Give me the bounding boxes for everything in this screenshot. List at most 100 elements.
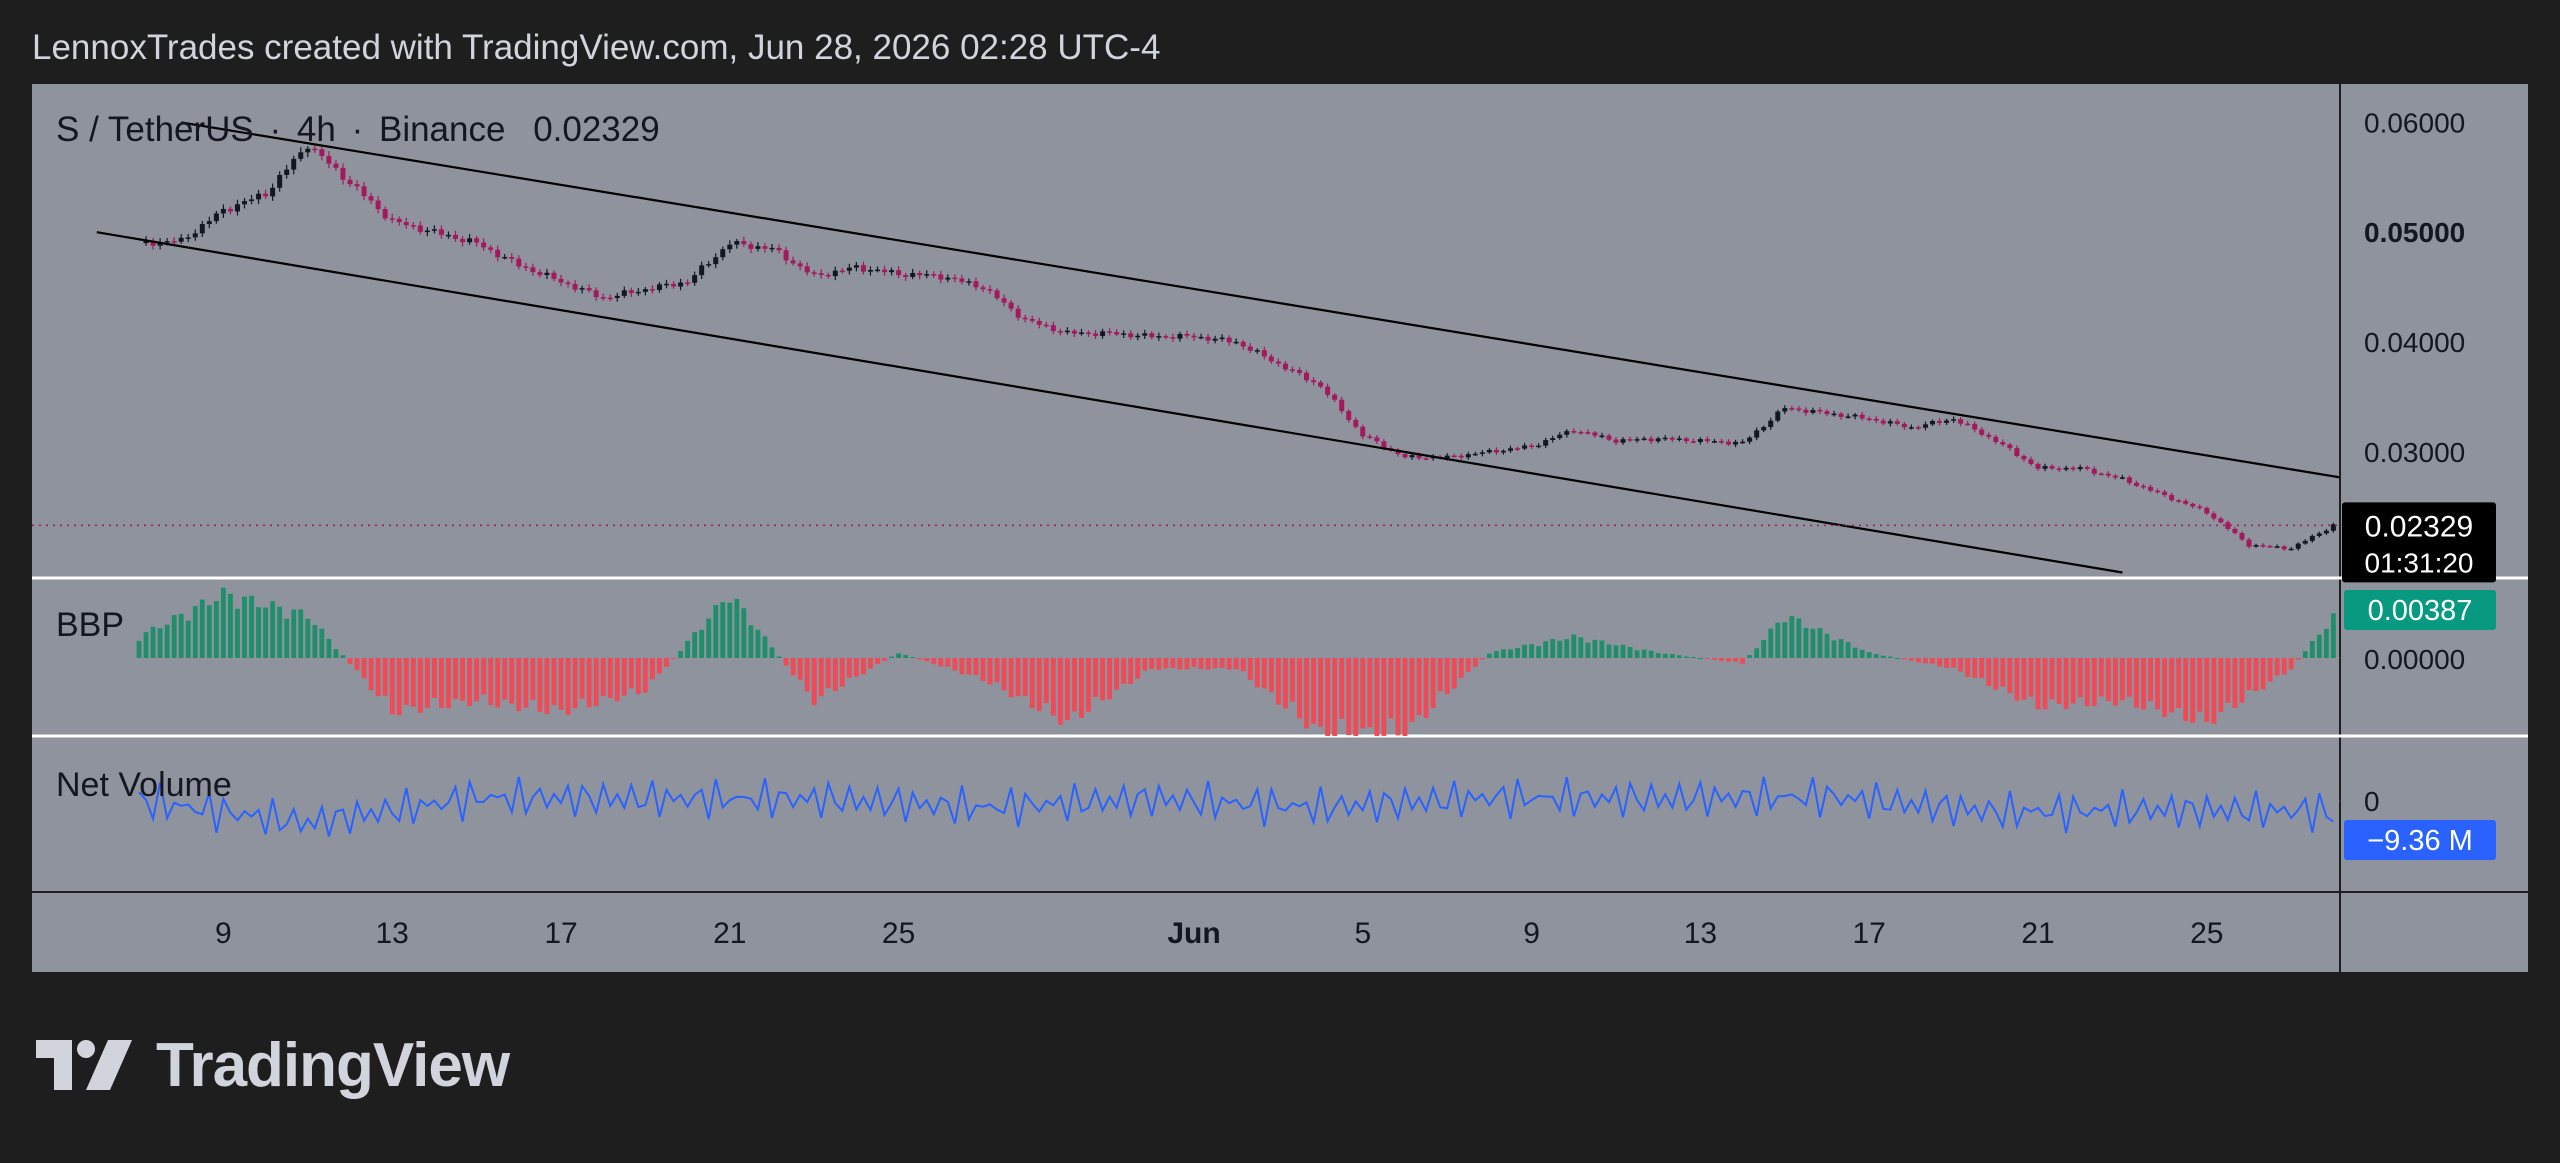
price-candle[interactable] [1894, 418, 1900, 426]
price-candle[interactable] [1972, 421, 1978, 433]
price-candle[interactable] [1226, 335, 1232, 346]
price-candle[interactable] [1845, 413, 1851, 419]
price-candle[interactable] [720, 246, 726, 261]
price-candle[interactable] [1247, 343, 1253, 354]
net-volume-value-label[interactable] [2344, 820, 2496, 860]
price-candle[interactable] [671, 281, 677, 289]
price-candle[interactable] [1515, 446, 1521, 452]
price-candle[interactable] [664, 279, 669, 289]
price-candle[interactable] [621, 286, 627, 299]
price-candle[interactable] [832, 266, 838, 281]
price-candle[interactable] [1578, 430, 1584, 435]
price-candle[interactable] [431, 225, 437, 234]
price-candle[interactable] [1008, 300, 1014, 312]
price-candle[interactable] [438, 225, 444, 239]
price-candle[interactable] [1346, 409, 1352, 423]
price-candle[interactable] [256, 189, 262, 204]
price-candle[interactable] [558, 274, 564, 287]
price-candle[interactable] [1022, 314, 1028, 323]
price-candle[interactable] [889, 267, 895, 276]
bbp-value-label[interactable] [2344, 590, 2496, 630]
price-candle[interactable] [1719, 438, 1724, 445]
price-candle[interactable] [1641, 436, 1647, 441]
price-candle[interactable] [1669, 436, 1675, 443]
price-candle[interactable] [1754, 427, 1760, 441]
trendline-lower[interactable] [96, 231, 2123, 574]
price-candle[interactable] [2091, 466, 2097, 477]
price-candle[interactable] [263, 189, 269, 200]
price-candle[interactable] [565, 280, 571, 288]
symbol-name[interactable]: S / TetherUS [56, 110, 254, 149]
price-candle[interactable] [453, 230, 458, 242]
price-candle[interactable] [1198, 333, 1204, 340]
price-candle[interactable] [1360, 424, 1366, 440]
price-candle[interactable] [1261, 346, 1267, 360]
price-candle[interactable] [1824, 409, 1830, 417]
trendline-upper[interactable] [181, 121, 2341, 479]
price-candle[interactable] [1458, 453, 1464, 460]
price-candle[interactable] [2141, 483, 2146, 490]
price-candle[interactable] [931, 271, 937, 279]
price-candle[interactable] [1606, 433, 1612, 442]
price-candle[interactable] [1339, 396, 1345, 414]
price-candle[interactable] [1465, 451, 1471, 460]
price-candle[interactable] [1289, 366, 1295, 374]
price-candle[interactable] [333, 160, 339, 171]
price-candle[interactable] [2302, 539, 2308, 545]
price-candle[interactable] [1029, 315, 1035, 324]
price-candle[interactable] [1810, 407, 1816, 415]
price-candle[interactable] [502, 253, 508, 260]
price-candle[interactable] [748, 241, 754, 254]
price-candle[interactable] [1789, 405, 1795, 412]
price-candle[interactable] [249, 194, 255, 205]
price-candle[interactable] [291, 155, 297, 175]
price-candle[interactable] [424, 227, 430, 237]
price-candle[interactable] [410, 222, 416, 230]
price-candle[interactable] [2063, 465, 2069, 472]
price-candle[interactable] [1852, 413, 1858, 420]
price-candle[interactable] [1093, 329, 1099, 339]
price-candle[interactable] [938, 270, 944, 284]
price-candle[interactable] [1472, 451, 1478, 456]
price-candle[interactable] [1704, 436, 1710, 444]
price-candle[interactable] [741, 236, 747, 247]
price-candle[interactable] [1775, 409, 1781, 423]
price-candle[interactable] [853, 261, 859, 272]
price-candle[interactable] [797, 260, 803, 271]
price-candle[interactable] [1254, 348, 1260, 354]
price-candle[interactable] [903, 273, 909, 281]
price-candle[interactable] [389, 213, 395, 224]
price-candle[interactable] [1733, 439, 1739, 448]
price-candle[interactable] [1627, 436, 1633, 443]
price-candle[interactable] [593, 287, 599, 301]
price-candle[interactable] [1592, 430, 1598, 438]
price-candle[interactable] [1486, 448, 1492, 454]
price-candle[interactable] [762, 243, 768, 253]
price-candle[interactable] [1571, 428, 1577, 434]
price-candle[interactable] [656, 282, 662, 293]
price-candle[interactable] [1683, 436, 1689, 444]
price-candle[interactable] [1212, 335, 1218, 344]
price-candle[interactable] [2133, 480, 2139, 488]
price-candle[interactable] [1205, 333, 1211, 345]
price-candle[interactable] [2281, 545, 2287, 551]
price-candle[interactable] [2021, 454, 2027, 462]
price-candle[interactable] [1965, 421, 1971, 426]
price-candle[interactable] [1937, 418, 1943, 426]
price-candle[interactable] [1191, 333, 1197, 341]
price-candle[interactable] [1951, 416, 1957, 423]
price-candle[interactable] [1282, 360, 1288, 372]
price-candle[interactable] [2176, 498, 2182, 504]
price-candle[interactable] [2295, 542, 2301, 551]
price-candle[interactable] [2190, 502, 2196, 509]
price-candle[interactable] [1908, 424, 1914, 430]
price-candle[interactable] [1508, 445, 1513, 453]
price-candle[interactable] [607, 294, 613, 302]
price-candle[interactable] [685, 279, 691, 287]
price-candle[interactable] [1353, 417, 1359, 429]
price-candle[interactable] [178, 234, 184, 245]
price-candle[interactable] [2239, 531, 2245, 542]
price-candle[interactable] [1240, 339, 1246, 350]
price-candle[interactable] [994, 288, 1000, 301]
price-candle[interactable] [1001, 294, 1007, 307]
